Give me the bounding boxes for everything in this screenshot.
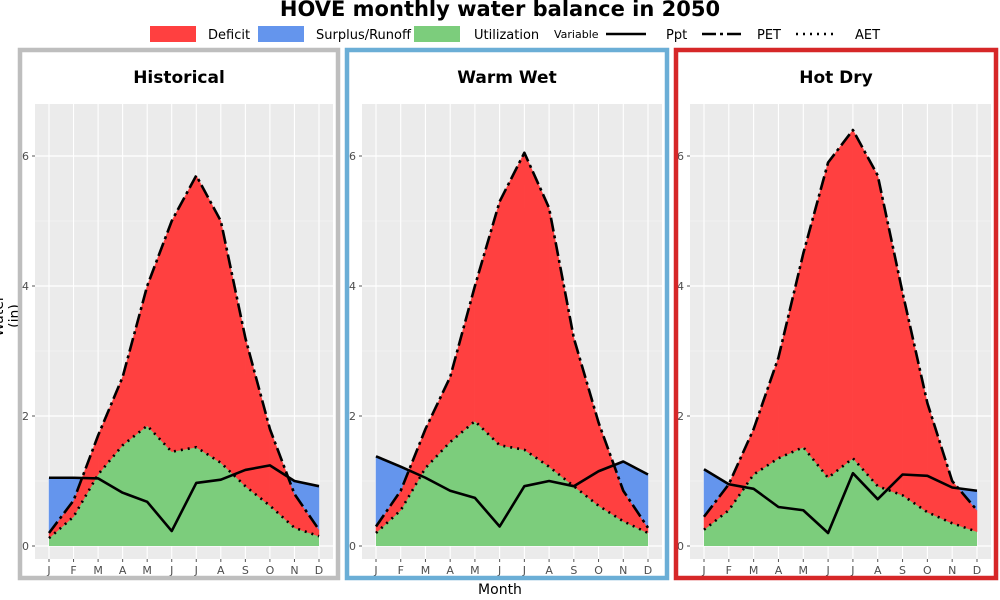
x-tick-label: A bbox=[545, 564, 553, 577]
legend-swatch-deficit bbox=[150, 26, 196, 42]
x-tick-label: A bbox=[446, 564, 454, 577]
legend-label: Ppt bbox=[666, 28, 687, 43]
x-tick-label: M bbox=[799, 564, 809, 577]
x-tick-label: F bbox=[726, 564, 732, 577]
series-line-aet bbox=[375, 419, 649, 535]
utilization-area bbox=[704, 447, 977, 546]
x-tick-label: M bbox=[749, 564, 759, 577]
legend-label: Deficit bbox=[208, 28, 250, 43]
x-tick-label: S bbox=[899, 564, 906, 577]
y-tick-label: 4 bbox=[22, 280, 29, 293]
x-tick-label: A bbox=[775, 564, 783, 577]
facet-title: Hot Dry bbox=[799, 68, 873, 88]
utilization-area bbox=[376, 421, 648, 546]
x-tick-label: D bbox=[315, 564, 323, 577]
legend-swatch-surplus-runoff bbox=[258, 26, 304, 42]
x-tick-label: M bbox=[421, 564, 431, 577]
y-tick-label: 6 bbox=[677, 150, 684, 163]
x-tick-label: M bbox=[142, 564, 152, 577]
x-tick-label: J bbox=[46, 564, 50, 577]
x-tick-label: J bbox=[169, 564, 173, 577]
x-tick-label: J bbox=[701, 564, 705, 577]
facet-panel-historical: 0 2 4 6 J F M A M J J A S O N D Historical bbox=[17, 47, 341, 581]
deficit-area bbox=[852, 129, 878, 487]
y-tick-label: 2 bbox=[349, 410, 356, 423]
legend-label: AET bbox=[855, 28, 880, 43]
x-tick-label: O bbox=[266, 564, 275, 577]
deficit-area bbox=[196, 175, 222, 464]
x-tick-label: S bbox=[570, 564, 577, 577]
y-tick-label: 4 bbox=[677, 280, 684, 293]
x-tick-label: N bbox=[948, 564, 956, 577]
x-tick-label: M bbox=[470, 564, 480, 577]
deficit-area bbox=[171, 175, 197, 453]
x-tick-label: M bbox=[93, 564, 103, 577]
legend: Deficit Surplus/Runoff Utilization Variable… bbox=[150, 26, 880, 43]
series-line-ppt bbox=[375, 455, 649, 528]
y-tick-label: 6 bbox=[22, 150, 29, 163]
y-tick-label: 2 bbox=[677, 410, 684, 423]
x-tick-label: A bbox=[217, 564, 225, 577]
x-axis-label: Month bbox=[478, 582, 522, 598]
x-tick-label: N bbox=[619, 564, 627, 577]
x-tick-label: J bbox=[373, 564, 377, 577]
facet-frame bbox=[344, 47, 670, 581]
x-tick-label: F bbox=[398, 564, 404, 577]
x-tick-label: S bbox=[242, 564, 249, 577]
y-tick-label: 6 bbox=[349, 150, 356, 163]
x-tick-label: A bbox=[874, 564, 882, 577]
y-tick-label: 4 bbox=[349, 280, 356, 293]
facet-title: Warm Wet bbox=[457, 68, 556, 88]
x-tick-label: J bbox=[522, 564, 526, 577]
facet-panel-warm-wet: 0 2 4 6 J F M A M J J A S O N D Warm Wet bbox=[344, 47, 670, 581]
y-tick-label: 2 bbox=[22, 410, 29, 423]
legend-label: Utilization bbox=[474, 28, 539, 43]
y-tick-label: 0 bbox=[349, 540, 356, 553]
x-tick-label: F bbox=[70, 564, 76, 577]
x-tick-label: J bbox=[850, 564, 854, 577]
chart-title: HOVE monthly water balance in 2050 bbox=[279, 0, 721, 21]
x-tick-label: O bbox=[923, 564, 932, 577]
facet-frame bbox=[17, 47, 341, 581]
x-tick-label: N bbox=[290, 564, 298, 577]
series-line-aet bbox=[703, 445, 978, 533]
y-tick-label: 0 bbox=[22, 540, 29, 553]
series-line-pet bbox=[47, 174, 321, 534]
legend-swatch-utilization bbox=[414, 26, 460, 42]
x-tick-label: A bbox=[119, 564, 127, 577]
series-line-pet bbox=[374, 151, 650, 529]
deficit-area bbox=[499, 152, 525, 451]
y-tick-label: 0 bbox=[677, 540, 684, 553]
legend-label: PET bbox=[757, 28, 781, 43]
x-tick-label: J bbox=[825, 564, 829, 577]
facet-panel-hot-dry: 0 2 4 6 J F M A M J J A S O N D Hot Dry bbox=[673, 47, 999, 581]
x-tick-label: D bbox=[644, 564, 652, 577]
series-line-ppt bbox=[49, 464, 320, 533]
facet-title: Historical bbox=[133, 68, 225, 88]
utilization-area bbox=[49, 425, 319, 546]
x-tick-label: D bbox=[973, 564, 981, 577]
series-line-ppt bbox=[703, 468, 978, 535]
x-tick-label: J bbox=[497, 564, 501, 577]
x-tick-label: J bbox=[194, 564, 198, 577]
legend-line-title: Variable bbox=[554, 28, 599, 41]
legend-label: Surplus/Runoff bbox=[316, 28, 412, 43]
x-tick-label: O bbox=[594, 564, 603, 577]
facet-frame bbox=[673, 47, 999, 581]
deficit-area bbox=[827, 129, 854, 479]
